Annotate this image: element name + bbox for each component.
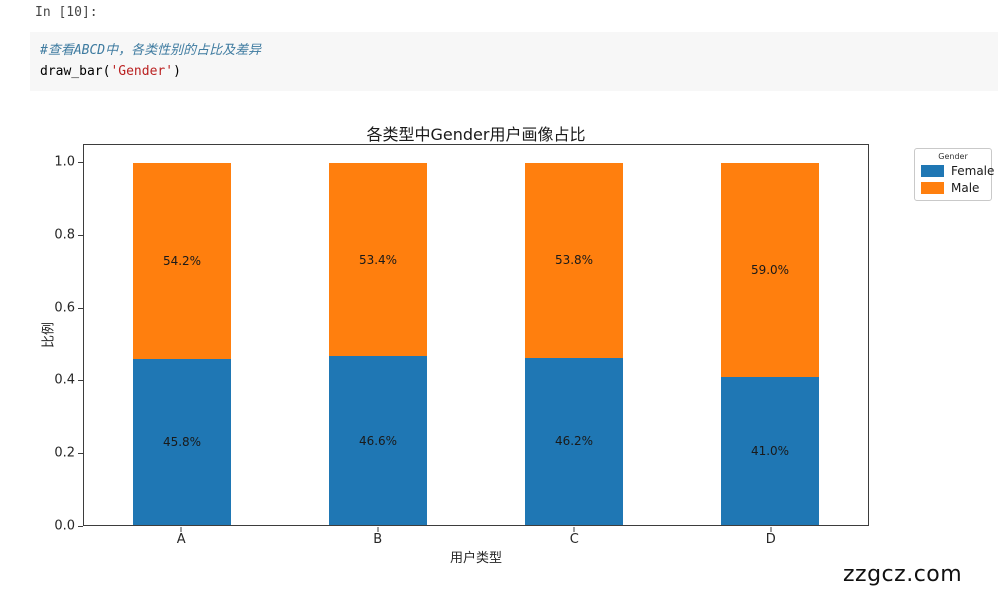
y-tick-label-0.8: 0.8	[54, 227, 75, 243]
bar-C: 46.2% 53.8%	[525, 145, 623, 525]
y-tick-mark	[78, 234, 83, 236]
y-tick-label-0.4: 0.4	[54, 372, 75, 388]
y-tick-label-0.6: 0.6	[54, 300, 75, 316]
bar-value-label: 41.0%	[750, 443, 790, 458]
x-tick-label-B: B	[373, 532, 383, 547]
y-tick-mark	[78, 526, 83, 527]
y-tick-label-0.2: 0.2	[54, 445, 75, 461]
bar-value-label: 53.4%	[358, 252, 398, 267]
bar-segment-male-D: 59.0%	[721, 163, 819, 377]
y-tick-mark	[78, 453, 83, 455]
chart-title: 各类型中Gender用户画像占比	[366, 125, 586, 144]
bar-value-label: 45.8%	[162, 435, 202, 450]
bar-segment-male-B: 53.4%	[329, 163, 427, 357]
y-tick-label-0.0: 0.0	[54, 518, 75, 534]
code-line: draw_bar('Gender')	[40, 61, 988, 82]
legend-label-female: Female	[951, 164, 995, 178]
bar-B: 46.6% 53.4%	[329, 145, 427, 525]
x-tick-mark	[377, 527, 379, 532]
y-axis-label: 比例	[41, 321, 57, 349]
bar-value-label: 46.2%	[554, 434, 594, 449]
x-tick-mark	[573, 527, 575, 532]
chart-figure: 各类型中Gender用户画像占比 45.8% 54.2% 46.6% 53.4% 46.…	[0, 116, 1004, 576]
bar-value-label: 54.2%	[162, 254, 202, 269]
bar-segment-female-B: 46.6%	[329, 356, 427, 525]
legend-label-male: Male	[951, 181, 980, 195]
legend: Gender Female Male	[914, 148, 994, 201]
legend-row-male: Male	[921, 181, 985, 195]
bar-D: 41.0% 59.0%	[721, 145, 819, 525]
code-string-argument: 'Gender'	[110, 64, 174, 79]
code-comment-line: #查看ABCD中，各类性别的占比及差异	[40, 43, 262, 58]
cell-execution-prompt: In [10]:	[35, 5, 98, 20]
x-tick-mark	[770, 527, 772, 532]
bar-A: 45.8% 54.2%	[133, 145, 231, 525]
legend-swatch-male	[921, 182, 944, 194]
bar-segment-female-C: 46.2%	[525, 357, 623, 525]
watermark-text: zzgcz.com	[843, 562, 963, 587]
bar-segment-female-D: 41.0%	[721, 376, 819, 525]
legend-entries: Female Male	[921, 164, 994, 195]
code-function-call: draw_bar(	[40, 64, 111, 79]
x-tick-label-C: C	[569, 532, 579, 547]
bar-segment-female-A: 45.8%	[133, 359, 231, 525]
x-tick-label-A: A	[176, 532, 186, 547]
y-tick-mark	[78, 307, 83, 309]
x-tick-label-D: D	[765, 532, 776, 547]
bar-value-label: 46.6%	[358, 433, 398, 448]
bar-segment-male-A: 54.2%	[133, 163, 231, 360]
x-axis-label: 用户类型	[449, 551, 502, 566]
legend-row-female: Female	[921, 164, 994, 178]
y-tick-mark	[78, 380, 83, 382]
bar-value-label: 59.0%	[750, 262, 790, 277]
legend-swatch-female	[921, 165, 944, 177]
bar-segment-male-C: 53.8%	[525, 163, 623, 358]
plot-area: 45.8% 54.2% 46.6% 53.4% 46.2% 53.8% 41.0% 59.0%	[83, 144, 869, 526]
legend-title: Gender	[938, 152, 968, 161]
code-cell-input[interactable]: #查看ABCD中，各类性别的占比及差异 draw_bar('Gender')	[30, 32, 998, 91]
y-tick-mark	[78, 162, 83, 164]
y-tick-label-1.0: 1.0	[54, 154, 75, 170]
bar-value-label: 53.8%	[554, 253, 594, 268]
code-paren-close: )	[173, 64, 181, 79]
x-tick-mark	[180, 527, 182, 532]
